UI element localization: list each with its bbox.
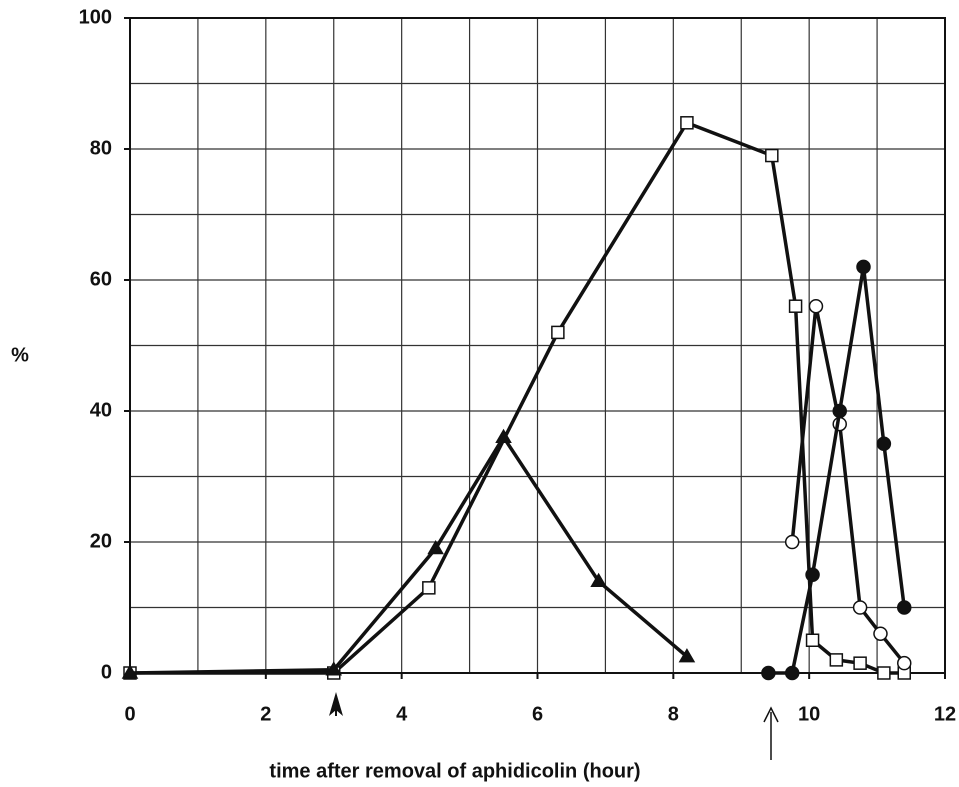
point — [784, 534, 800, 550]
y-axis-label: % — [11, 344, 29, 366]
point — [873, 626, 888, 641]
point — [852, 600, 868, 615]
x-tick-label: 4 — [396, 703, 408, 725]
point — [808, 298, 824, 314]
x-tick-label: 10 — [798, 703, 820, 725]
point — [680, 116, 694, 130]
x-tick-label: 0 — [124, 703, 135, 725]
y-tick-label: 40 — [90, 399, 112, 421]
y-tick-label: 0 — [101, 661, 112, 683]
point — [325, 661, 343, 676]
point — [121, 664, 139, 679]
y-tick-label: 20 — [90, 530, 112, 552]
point — [678, 648, 696, 663]
series-line — [768, 266, 906, 675]
point — [876, 436, 892, 451]
point — [853, 656, 867, 670]
point — [422, 581, 436, 595]
arrow-marker — [329, 692, 343, 716]
x-tick-label: 6 — [532, 703, 543, 725]
point — [877, 666, 891, 680]
point — [829, 653, 844, 667]
point — [495, 428, 512, 443]
point — [788, 299, 803, 313]
point — [590, 572, 607, 588]
point — [784, 665, 800, 681]
y-tick-label: 100 — [79, 6, 112, 28]
arrow-marker — [763, 706, 779, 760]
series-line — [129, 433, 689, 675]
point — [761, 665, 776, 681]
point — [805, 567, 820, 582]
point — [897, 655, 912, 671]
series-line — [130, 120, 905, 675]
y-tick-label: 60 — [90, 268, 112, 290]
point — [805, 633, 820, 647]
point — [551, 325, 565, 340]
point — [856, 259, 871, 275]
point — [832, 403, 847, 419]
x-tick-label: 12 — [934, 703, 956, 725]
x-tick-label: 2 — [260, 703, 271, 725]
x-tick-label: 8 — [668, 703, 679, 725]
point — [897, 600, 912, 615]
point — [427, 540, 444, 555]
y-tick-label: 80 — [90, 137, 112, 159]
x-axis-label: time after removal of aphidicolin (hour) — [269, 760, 640, 782]
point — [765, 148, 779, 163]
